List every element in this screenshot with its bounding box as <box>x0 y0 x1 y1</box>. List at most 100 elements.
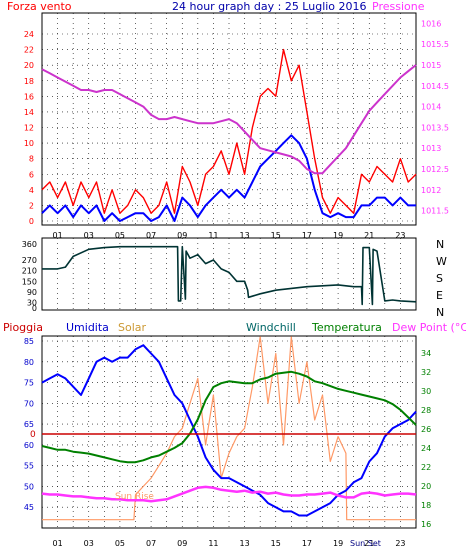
direction-series <box>42 245 417 306</box>
wind-direction-line <box>42 245 417 306</box>
temperature-tick-label: 24 <box>421 444 431 453</box>
rain-zero-label: 0 <box>30 430 36 440</box>
hour-tick-label: 19 <box>333 539 343 548</box>
solar-line <box>42 336 416 521</box>
wind-tick-label: 14 <box>24 108 34 117</box>
wind-tick-label: 18 <box>24 77 34 86</box>
direction-tick-label: 150 <box>22 277 37 286</box>
hour-tick-label: 15 <box>271 539 281 548</box>
wind-average-line <box>41 134 416 222</box>
graph-title: 24 hour graph day : 25 Luglio 2016 <box>172 0 367 13</box>
temperature-tick-label: 34 <box>421 349 431 358</box>
rain-label: Pioggia <box>3 321 43 334</box>
humidity-tick-label: 75 <box>24 379 34 388</box>
humidity-axis-ticks: 45 50 55 60 65 70 75 80 85 <box>24 337 34 512</box>
temp-humidity-series <box>41 336 417 521</box>
direction-tick-label: 270 <box>22 256 37 265</box>
compass-label: N <box>436 238 444 251</box>
compass-label: E <box>436 289 443 302</box>
wind-tick-label: 12 <box>24 124 34 133</box>
dewpoint-line <box>41 485 417 503</box>
hour-tick-label: 13 <box>239 539 249 548</box>
hour-tick-label: 11 <box>208 539 218 548</box>
temperature-tick-label: 16 <box>421 520 431 529</box>
direction-tick-label: 210 <box>22 267 37 276</box>
wind-tick-label: 8 <box>29 155 34 164</box>
hour-tick-label: 19 <box>333 231 343 240</box>
wind-tick-label: 10 <box>24 139 34 148</box>
temperature-tick-label: 26 <box>421 425 431 434</box>
humidity-tick-label: 50 <box>24 482 34 491</box>
pressure-tick-label: 1015.5 <box>421 40 449 49</box>
direction-tick-label: 30 <box>27 299 37 308</box>
temperature-tick-label: 32 <box>421 368 431 377</box>
pressure-line <box>41 64 417 175</box>
hour-tick-label: 23 <box>395 539 405 548</box>
pressure-tick-label: 1012.5 <box>421 165 449 174</box>
wind-tick-label: 0 <box>29 217 34 226</box>
temperature-tick-label: 20 <box>421 482 431 491</box>
temperature-axis-ticks: 16 18 20 22 24 26 28 30 32 34 <box>421 349 431 529</box>
wind-tick-label: 6 <box>29 170 34 179</box>
compass-label: S <box>436 272 443 285</box>
hour-tick-label: 01 <box>52 539 62 548</box>
wind-tick-label: 22 <box>24 46 34 55</box>
hour-tick-label: 03 <box>84 539 94 548</box>
hour-axis-ticks-bottom: 01 03 05 07 09 11 13 15 17 19 21 23 <box>52 539 405 548</box>
humidity-line <box>41 344 417 517</box>
pressure-tick-label: 1012 <box>421 186 441 195</box>
compass-label: N <box>436 306 444 319</box>
wind-tick-label: 4 <box>29 186 34 195</box>
temperature-tick-label: 18 <box>421 501 431 510</box>
hour-tick-label: 17 <box>302 539 312 548</box>
humidity-tick-label: 70 <box>24 399 34 408</box>
hour-tick-label: 05 <box>115 539 125 548</box>
pressure-tick-label: 1015 <box>421 61 441 70</box>
humidity-tick-label: 65 <box>24 420 34 429</box>
wind-tick-label: 24 <box>24 30 34 39</box>
hour-tick-label: 01 <box>52 231 62 240</box>
direction-tick-label: 90 <box>27 288 37 297</box>
pressure-tick-label: 1013 <box>421 144 441 153</box>
sun-rise-label: Sun Rise <box>115 492 154 502</box>
pressure-axis-ticks: 1011.5 1012 1012.5 1013 1013.5 1014 1014.5 1015… <box>421 19 449 215</box>
temperature-line <box>41 370 417 464</box>
direction-tick-label: 0 <box>32 304 37 313</box>
temperature-tick-label: 30 <box>421 387 431 396</box>
hour-tick-label: 09 <box>177 539 187 548</box>
wind-tick-label: 2 <box>29 201 34 210</box>
wind-tick-label: 16 <box>24 92 34 101</box>
humidity-tick-label: 55 <box>24 462 34 471</box>
wind-tick-label: 20 <box>24 61 34 70</box>
wind-pressure-series <box>41 48 417 222</box>
temperature-tick-label: 22 <box>421 463 431 472</box>
hour-tick-label: 07 <box>146 539 156 548</box>
sun-set-label: Sun Set <box>350 539 381 548</box>
direction-tick-label: 360 <box>22 240 37 249</box>
dewpoint-label: Dew Point (°C) <box>392 321 466 334</box>
wind-strength-label: Forza vento <box>7 0 72 13</box>
hour-tick-label: 07 <box>146 231 156 240</box>
hour-tick-label: 11 <box>208 231 218 240</box>
hour-tick-label: 05 <box>115 231 125 240</box>
wind-gust-line <box>41 48 417 214</box>
humidity-tick-label: 45 <box>24 503 34 512</box>
pressure-label: Pressione <box>372 0 425 13</box>
pressure-tick-label: 1014 <box>421 103 441 112</box>
humidity-tick-label: 80 <box>24 358 34 367</box>
hour-tick-label: 03 <box>84 231 94 240</box>
hour-tick-label: 17 <box>302 231 312 240</box>
hour-tick-label: 23 <box>395 231 405 240</box>
pressure-tick-label: 1011.5 <box>421 207 449 216</box>
temperature-tick-label: 28 <box>421 406 431 415</box>
humidity-label: Umidita <box>66 321 109 334</box>
solar-label: Solar <box>118 321 147 334</box>
hour-tick-label: 13 <box>239 231 249 240</box>
pressure-tick-label: 1016 <box>421 19 441 28</box>
